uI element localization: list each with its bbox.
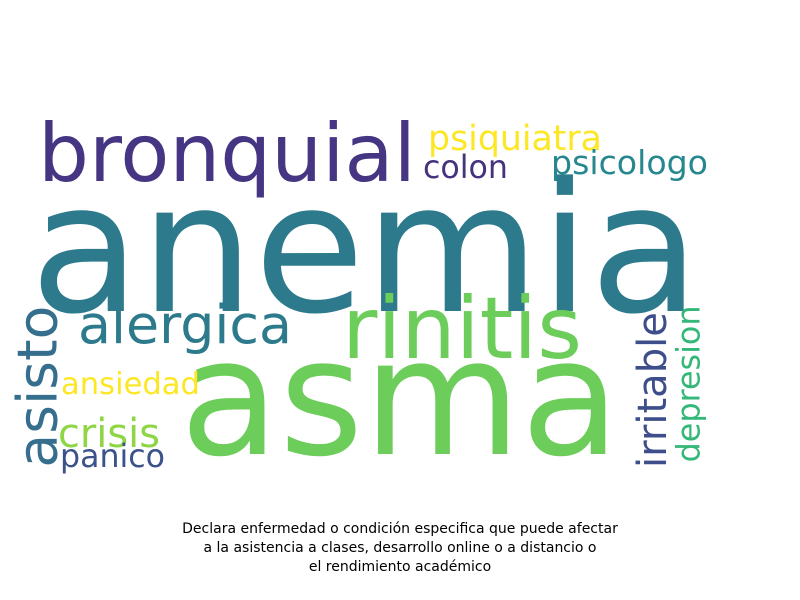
word-crisis: crisis [58,410,160,457]
word-alergica: alergica [78,293,292,357]
word-psicologo: psicologo [551,143,708,183]
word-depresion: depresion [669,305,708,462]
word-asma: asma [180,305,620,494]
word-rinitis: rinitis [342,279,582,380]
word-bronquial: bronquial [38,105,416,200]
caption-line-1: Declara enfermedad o condición especific… [182,521,618,537]
caption-line-3: el rendimiento académico [308,559,492,575]
word-psiquiatra: psiquiatra [428,118,602,159]
word-ansiedad: ansiedad [61,367,200,403]
word-irritable: irritable [629,312,676,468]
word-anemia: anemia [30,145,700,355]
word-colon: colon [423,149,508,186]
caption: Declara enfermedad o condición especific… [0,520,800,577]
caption-line-2: a la asistencia a clases, desarrollo onl… [203,540,597,556]
word-panico: panico [60,439,165,476]
